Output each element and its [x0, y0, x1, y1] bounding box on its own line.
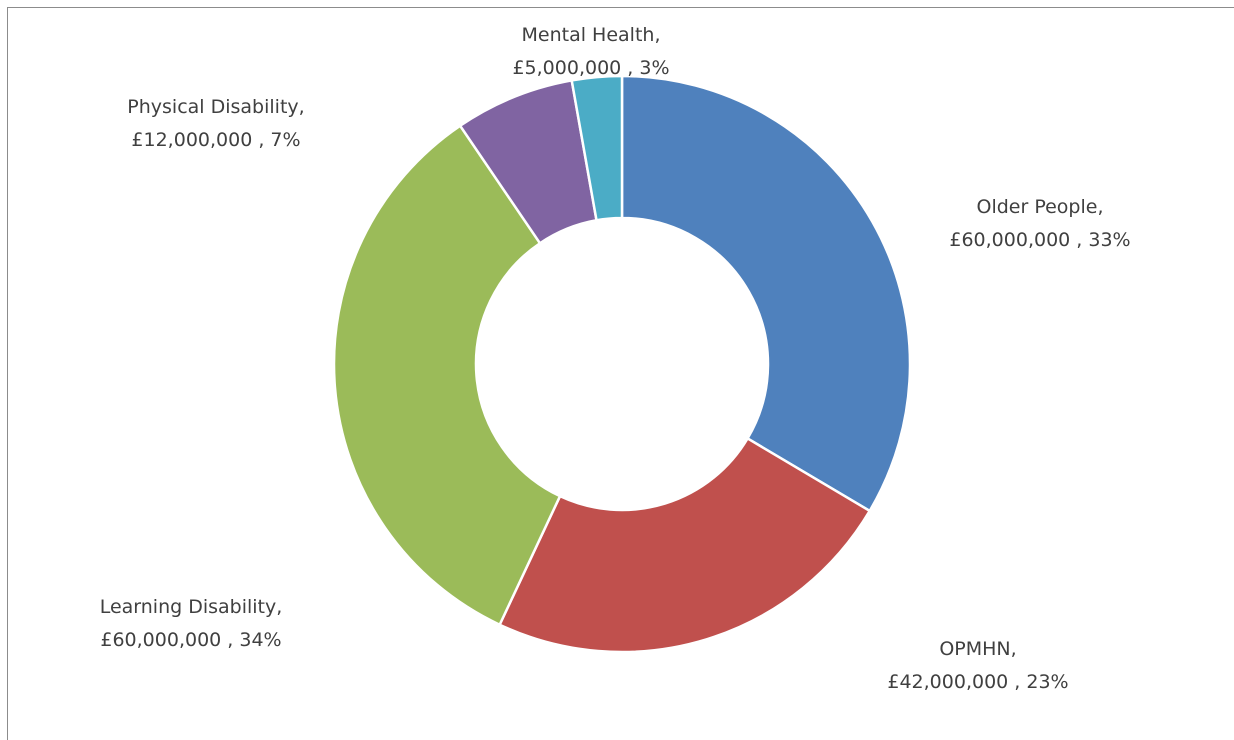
data-label-opmhn-name: OPMHN,	[939, 638, 1016, 660]
data-label-learning-disability-value: £60,000,000 , 34%	[100, 629, 281, 651]
data-label-opmhn-value: £42,000,000 , 23%	[887, 671, 1068, 693]
data-label-physical-disability-name: Physical Disability,	[127, 96, 304, 118]
data-label-mental-health-value: £5,000,000 , 3%	[512, 57, 669, 79]
data-label-mental-health-name: Mental Health,	[522, 24, 661, 46]
data-label-physical-disability-value: £12,000,000 , 7%	[131, 129, 300, 151]
slice-older-people	[622, 76, 910, 511]
data-label-older-people-value: £60,000,000 , 33%	[949, 229, 1130, 251]
data-label-older-people-name: Older People,	[977, 196, 1104, 218]
data-label-learning-disability-name: Learning Disability,	[100, 596, 283, 618]
